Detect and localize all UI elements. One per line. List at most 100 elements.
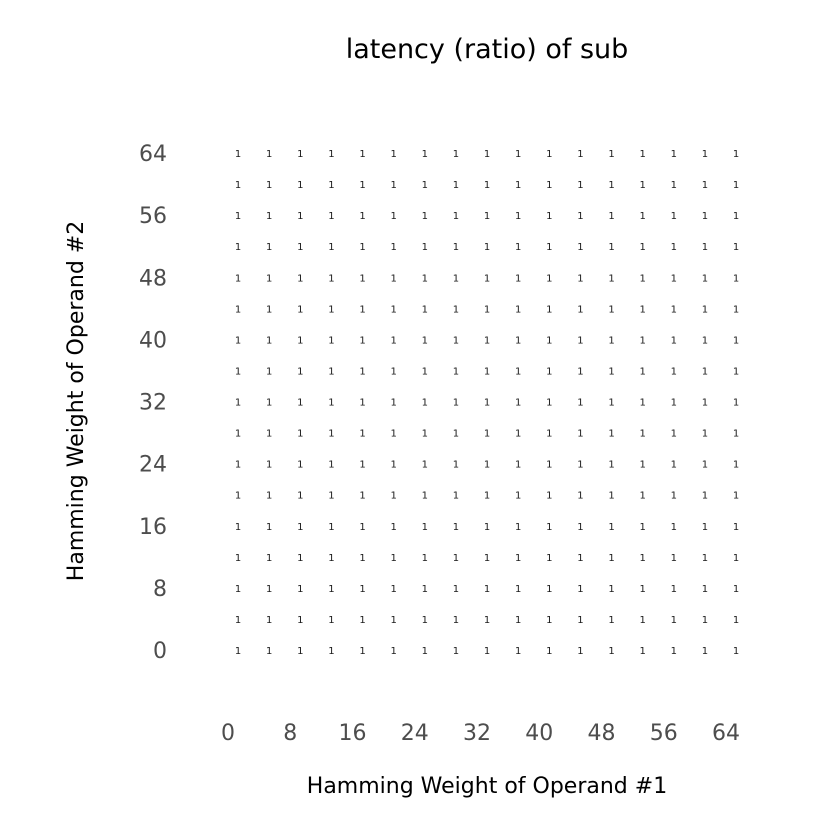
heatmap-cell-label: 1 (422, 429, 428, 440)
heatmap-cell-label: 1 (390, 242, 396, 253)
heatmap-cell-label: 1 (484, 553, 490, 564)
heatmap-cell-label: 1 (235, 180, 241, 191)
heatmap-cell-label: 1 (515, 366, 521, 377)
heatmap-cell-label: 1 (359, 335, 365, 346)
heatmap-cell-label: 1 (297, 491, 303, 502)
heatmap-cell-label: 1 (515, 553, 521, 564)
heatmap-cell-label: 1 (608, 491, 614, 502)
heatmap-cell-label: 1 (453, 615, 459, 626)
heatmap-cell-label: 1 (390, 211, 396, 222)
heatmap-cell-label: 1 (453, 398, 459, 409)
heatmap-cell-label: 1 (639, 242, 645, 253)
heatmap-cell-label: 1 (515, 491, 521, 502)
x-tick-label: 8 (283, 721, 297, 746)
heatmap-cell-label: 1 (453, 429, 459, 440)
heatmap-cell-label: 1 (235, 335, 241, 346)
heatmap-cell-label: 1 (546, 460, 552, 471)
heatmap-cell-label: 1 (577, 304, 583, 315)
heatmap-cell-label: 1 (297, 522, 303, 533)
heatmap-cell-label: 1 (515, 211, 521, 222)
heatmap-cell-label: 1 (577, 335, 583, 346)
heatmap-cell-label: 1 (671, 491, 677, 502)
heatmap-cell-label: 1 (235, 615, 241, 626)
heatmap-cell-label: 1 (297, 149, 303, 160)
heatmap-cell-label: 1 (515, 180, 521, 191)
x-tick-label: 0 (221, 721, 235, 746)
heatmap-cell-label: 1 (546, 366, 552, 377)
heatmap-cell-label: 1 (328, 429, 334, 440)
heatmap-cell-label: 1 (515, 584, 521, 595)
heatmap-cell-label: 1 (608, 398, 614, 409)
heatmap-cell-label: 1 (328, 615, 334, 626)
y-tick-label: 0 (153, 639, 167, 664)
heatmap-cell-label: 1 (546, 304, 552, 315)
heatmap-cell-label: 1 (266, 335, 272, 346)
heatmap-cell-label: 1 (608, 211, 614, 222)
heatmap-cell-label: 1 (671, 366, 677, 377)
heatmap-cell-label: 1 (266, 398, 272, 409)
heatmap-cell-label: 1 (235, 491, 241, 502)
heatmap-cell-label: 1 (484, 646, 490, 657)
heatmap-cell-label: 1 (733, 553, 739, 564)
heatmap-cell-label: 1 (359, 273, 365, 284)
heatmap-cell-label: 1 (453, 335, 459, 346)
heatmap-cell-label: 1 (608, 460, 614, 471)
heatmap-cell-label: 1 (422, 491, 428, 502)
heatmap-cell-label: 1 (546, 429, 552, 440)
heatmap-cell-label: 1 (546, 273, 552, 284)
heatmap-cell-label: 1 (546, 242, 552, 253)
heatmap-cell-label: 1 (359, 180, 365, 191)
y-axis-title: Hamming Weight of Operand #2 (64, 221, 89, 581)
heatmap-cell-label: 1 (671, 335, 677, 346)
y-tick-label: 32 (139, 391, 167, 416)
heatmap-cell-label: 1 (266, 522, 272, 533)
heatmap-cell-label: 1 (639, 615, 645, 626)
heatmap-cell-label: 1 (328, 211, 334, 222)
heatmap-cell-label: 1 (453, 646, 459, 657)
heatmap-cell-label: 1 (702, 366, 708, 377)
x-tick-label: 24 (401, 721, 429, 746)
heatmap-cell-label: 1 (453, 491, 459, 502)
y-tick-label: 40 (139, 328, 167, 353)
heatmap-cell-label: 1 (702, 242, 708, 253)
heatmap-cell-label: 1 (297, 211, 303, 222)
heatmap-cell-label: 1 (608, 273, 614, 284)
heatmap-cell-label: 1 (235, 242, 241, 253)
heatmap-cell-label: 1 (608, 149, 614, 160)
heatmap-cell-label: 1 (235, 149, 241, 160)
heatmap-cell-label: 1 (484, 615, 490, 626)
heatmap-cell-label: 1 (515, 149, 521, 160)
x-tick-label: 48 (588, 721, 616, 746)
heatmap-cell-label: 1 (453, 211, 459, 222)
heatmap-cell-label: 1 (390, 460, 396, 471)
heatmap-cell-label: 1 (484, 273, 490, 284)
x-axis-title: Hamming Weight of Operand #1 (307, 774, 667, 799)
heatmap-cell-label: 1 (484, 366, 490, 377)
heatmap-cell-label: 1 (328, 180, 334, 191)
heatmap-cell-label: 1 (422, 398, 428, 409)
heatmap-cell-label: 1 (422, 149, 428, 160)
heatmap-cell-label: 1 (453, 273, 459, 284)
heatmap-cell-label: 1 (639, 522, 645, 533)
heatmap-cell-label: 1 (484, 398, 490, 409)
heatmap-cell-label: 1 (639, 553, 645, 564)
heatmap-cell-label: 1 (235, 553, 241, 564)
heatmap-cell-label: 1 (235, 398, 241, 409)
heatmap-cell-label: 1 (671, 615, 677, 626)
heatmap-cell-label: 1 (359, 584, 365, 595)
x-tick-label: 56 (650, 721, 678, 746)
y-tick-label: 48 (139, 266, 167, 291)
heatmap-cell-label: 1 (671, 460, 677, 471)
heatmap-cell-label: 1 (328, 646, 334, 657)
heatmap-cell-label: 1 (266, 491, 272, 502)
chart-title: latency (ratio) of sub (346, 34, 629, 65)
heatmap-cell-label: 1 (639, 460, 645, 471)
heatmap-cell-label: 1 (733, 273, 739, 284)
heatmap-cell-label: 1 (702, 398, 708, 409)
heatmap-cell-label: 1 (733, 335, 739, 346)
heatmap-cell-label: 1 (328, 273, 334, 284)
heatmap-cell-label: 1 (577, 615, 583, 626)
heatmap-cell-label: 1 (328, 242, 334, 253)
